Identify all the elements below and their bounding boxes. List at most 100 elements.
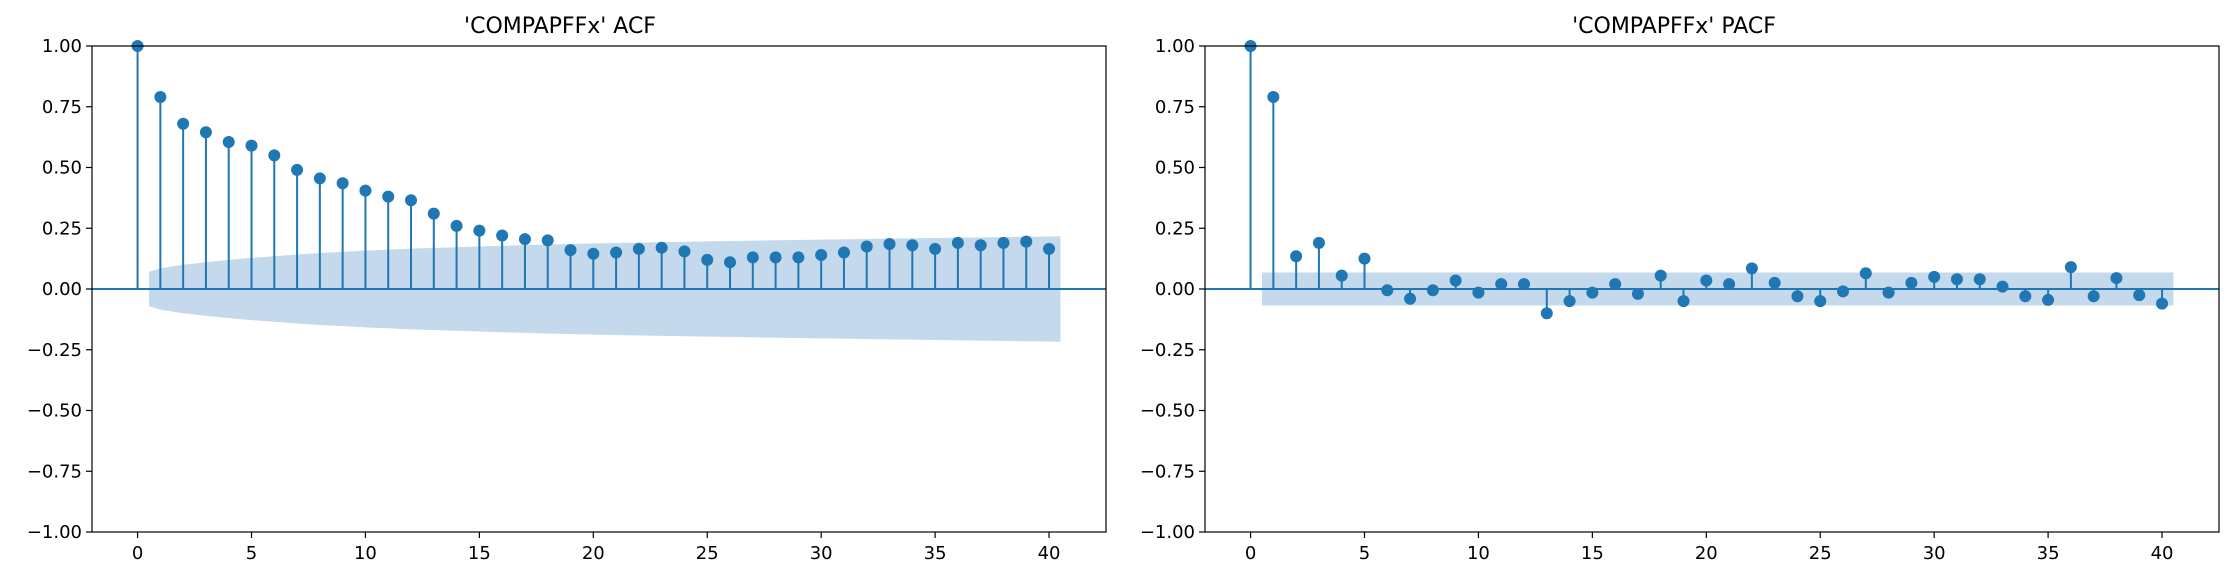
acf-marker-lag-22	[632, 242, 645, 255]
pacf-marker-lag-5	[1358, 252, 1371, 265]
pacf-marker-lag-16	[1609, 278, 1622, 291]
pacf-marker-lag-36	[2064, 261, 2077, 274]
pacf-marker-lag-3	[1312, 236, 1325, 249]
acf-y-tick-label: −0.25	[27, 340, 82, 361]
pacf-y-tick-label: −0.50	[1140, 401, 1195, 422]
acf-marker-lag-37	[974, 239, 987, 252]
acf-marker-lag-32	[860, 240, 873, 253]
acf-marker-lag-28	[769, 251, 782, 264]
pacf-marker-lag-13	[1540, 307, 1553, 320]
acf-marker-lag-14	[450, 219, 463, 232]
pacf-marker-lag-15	[1586, 286, 1599, 299]
acf-y-tick-label: −1.00	[27, 522, 82, 543]
acf-marker-lag-6	[268, 149, 281, 162]
acf-marker-lag-4	[222, 135, 235, 148]
pacf-marker-lag-37	[2087, 290, 2100, 303]
pacf-marker-lag-30	[1928, 270, 1941, 283]
acf-marker-lag-7	[291, 163, 304, 176]
pacf-marker-lag-34	[2019, 290, 2032, 303]
pacf-marker-lag-4	[1335, 269, 1348, 282]
acf-marker-lag-39	[1020, 235, 1033, 248]
acf-x-tick-label: 20	[582, 543, 605, 564]
pacf-y-tick-label: −0.75	[1140, 461, 1195, 482]
acf-marker-lag-2	[177, 117, 190, 130]
pacf-marker-lag-26	[1837, 285, 1850, 298]
pacf-y-tick-label: −1.00	[1140, 522, 1195, 543]
pacf-marker-lag-39	[2133, 289, 2146, 302]
pacf-marker-lag-22	[1745, 262, 1758, 275]
acf-y-tick-label: −0.75	[27, 461, 82, 482]
acf-marker-lag-8	[313, 172, 326, 185]
acf-marker-lag-20	[587, 247, 600, 260]
pacf-marker-lag-14	[1563, 295, 1576, 308]
acf-x-tick-label: 25	[696, 543, 719, 564]
acf-x-tick-label: 30	[810, 543, 833, 564]
acf-marker-lag-40	[1043, 242, 1056, 255]
acf-marker-lag-17	[518, 233, 531, 246]
acf-marker-lag-25	[701, 253, 714, 266]
acf-y-tick-label: 0.50	[42, 158, 82, 179]
acf-plot-area: −1.00 −0.75 −0.50 −0.25 0.00 0.25 0.50 0.75 1.00…	[27, 36, 1107, 564]
acf-x-tick-label: 5	[246, 543, 257, 564]
acf-marker-lag-38	[997, 236, 1010, 249]
acf-y-tick-label: 0.75	[42, 97, 82, 118]
pacf-marker-lag-11	[1495, 278, 1508, 291]
acf-y-tick-label: −0.50	[27, 401, 82, 422]
pacf-marker-lag-7	[1404, 292, 1417, 305]
pacf-marker-lag-17	[1631, 287, 1644, 300]
acf-marker-lag-26	[724, 256, 737, 269]
pacf-x-tick-label: 0	[1245, 543, 1256, 564]
pacf-x-tick-label: 20	[1695, 543, 1718, 564]
pacf-x-tick-label: 10	[1467, 543, 1490, 564]
pacf-marker-lag-1	[1267, 91, 1280, 104]
pacf-marker-lag-2	[1290, 250, 1303, 263]
acf-marker-lag-15	[473, 224, 486, 237]
acf-x-tick-label: 10	[354, 543, 377, 564]
pacf-x-tick-label: 5	[1359, 543, 1370, 564]
pacf-marker-lag-27	[1859, 267, 1872, 280]
pacf-x-tick-label: 35	[2037, 543, 2060, 564]
acf-marker-lag-33	[883, 238, 896, 251]
pacf-marker-lag-33	[1996, 280, 2009, 293]
pacf-marker-lag-10	[1472, 286, 1485, 299]
acf-x-tick-label: 15	[468, 543, 491, 564]
pacf-panel: 'COMPAPFFx' PACF −1.00 −0.75 −0.50 −0.25 0.0…	[1140, 14, 2220, 564]
pacf-marker-lag-40	[2156, 297, 2169, 310]
pacf-marker-lag-32	[1973, 273, 1986, 286]
pacf-x-tick-label: 40	[2151, 543, 2174, 564]
pacf-marker-lag-38	[2110, 272, 2123, 285]
pacf-marker-lag-24	[1791, 290, 1804, 303]
acf-marker-lag-13	[427, 207, 440, 220]
pacf-marker-lag-28	[1882, 286, 1895, 299]
acf-chart-title: 'COMPAPFFx' ACF	[464, 14, 656, 39]
acf-marker-lag-27	[746, 251, 759, 264]
pacf-marker-lag-8	[1426, 284, 1439, 297]
pacf-marker-lag-19	[1677, 295, 1690, 308]
pacf-y-tick-label: 1.00	[1155, 36, 1195, 57]
acf-marker-lag-16	[496, 229, 509, 242]
pacf-y-tick-label: 0.50	[1155, 158, 1195, 179]
pacf-x-tick-label: 30	[1923, 543, 1946, 564]
pacf-x-tick-label: 15	[1581, 543, 1604, 564]
acf-marker-lag-36	[951, 236, 964, 249]
pacf-y-tick-label: −0.25	[1140, 340, 1195, 361]
pacf-marker-lag-31	[1950, 273, 1963, 286]
acf-x-tick-label: 35	[924, 543, 947, 564]
acf-marker-lag-19	[564, 244, 577, 257]
acf-marker-lag-1	[154, 91, 167, 104]
acf-y-tick-label: 1.00	[42, 36, 82, 57]
pacf-marker-lag-6	[1381, 284, 1394, 297]
acf-x-tick-label: 0	[132, 543, 143, 564]
acf-marker-lag-24	[678, 245, 691, 258]
acf-marker-lag-3	[199, 126, 212, 139]
pacf-y-tick-label: 0.25	[1155, 218, 1195, 239]
acf-marker-lag-10	[359, 184, 372, 197]
acf-marker-lag-11	[382, 190, 395, 203]
pacf-plot-area: −1.00 −0.75 −0.50 −0.25 0.00 0.25 0.50 0.75 1.00…	[1140, 36, 2220, 564]
pacf-marker-lag-29	[1905, 276, 1918, 289]
pacf-marker-lag-23	[1768, 276, 1781, 289]
pacf-marker-lag-12	[1518, 278, 1531, 291]
acf-marker-lag-23	[655, 241, 668, 254]
acf-marker-lag-21	[610, 246, 623, 259]
pacf-y-tick-label: 0.75	[1155, 97, 1195, 118]
